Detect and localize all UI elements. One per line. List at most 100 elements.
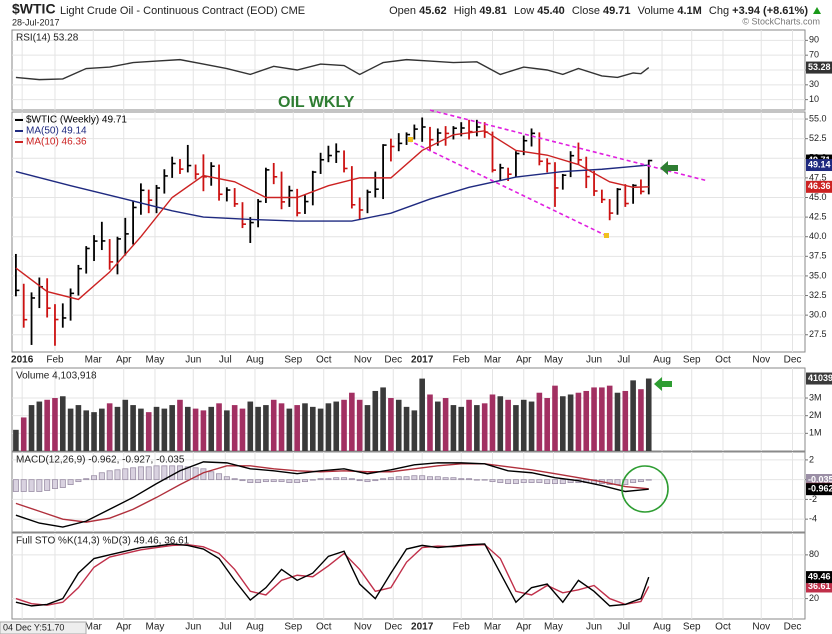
volume-bar	[583, 390, 590, 451]
x-tick-label: Jun	[586, 622, 602, 633]
y-tick-label: 37.5	[809, 251, 827, 261]
x-tick-label: Sep	[284, 355, 302, 366]
y-tick-label: 55.0	[809, 113, 827, 123]
trendline-handle	[408, 137, 413, 142]
histogram-bar	[325, 478, 332, 481]
volume-bar	[28, 405, 35, 451]
x-tick-label: Aug	[653, 355, 671, 366]
series-line	[15, 130, 649, 301]
value-tag-label: 46.36	[808, 181, 831, 191]
x-tick-label: Feb	[46, 355, 64, 366]
volume-bar	[224, 410, 230, 451]
volume-bar	[599, 387, 605, 451]
x-tick-label: Dec	[784, 355, 802, 366]
x-tick-label: Apr	[516, 622, 532, 633]
volume-bar	[575, 392, 582, 451]
panel-title: Full STO %K(14,3) %D(3) 49.46, 36.61	[16, 536, 190, 547]
volume-bar	[349, 392, 355, 451]
volume-bar	[614, 392, 621, 451]
volume-bar	[177, 399, 183, 451]
x-tick-label: May	[146, 622, 165, 633]
volume-bar	[302, 403, 308, 451]
panel-title: RSI(14) 53.28	[16, 33, 79, 44]
volume-bar	[466, 399, 472, 451]
histogram-bar	[83, 478, 90, 481]
legend-entry: $WTIC (Weekly) 49.71	[26, 115, 127, 126]
histogram-bar	[44, 479, 51, 491]
histogram-bar	[91, 475, 98, 481]
value-tag	[806, 180, 832, 193]
up-indicator	[813, 7, 821, 14]
x-tick-label: 2016	[11, 355, 34, 366]
legend-entry: MA(10) 46.36	[26, 137, 87, 148]
volume-bar	[270, 399, 277, 451]
x-tick-label: Feb	[453, 622, 471, 633]
volume-bar	[606, 385, 613, 451]
histogram-bar	[497, 479, 504, 484]
value-tag-label: -0.962	[808, 484, 832, 494]
histogram-bar	[67, 479, 74, 485]
volume-bar	[560, 396, 566, 451]
volume-bar	[161, 408, 168, 451]
volume-bar	[192, 408, 199, 451]
histogram-bar	[520, 479, 527, 484]
histogram-bar	[262, 479, 269, 483]
histogram-bar	[372, 479, 379, 482]
x-tick-label: Nov	[752, 355, 770, 366]
histogram-bar	[169, 465, 176, 481]
histogram-bar	[231, 478, 238, 481]
volume-bar	[99, 408, 105, 451]
volume-bar	[239, 408, 246, 451]
x-tick-label: Mar	[484, 622, 502, 633]
volume-bar	[309, 406, 316, 451]
volume-bar	[630, 380, 636, 451]
value-tag-label: 4103918	[808, 373, 832, 383]
volume-bar	[638, 389, 644, 451]
histogram-bar	[395, 476, 402, 481]
x-tick-label: Aug	[246, 622, 264, 633]
volume-bar	[286, 408, 293, 451]
quote-label: Open	[389, 5, 416, 17]
histogram-bar	[122, 468, 129, 481]
date: 28-Jul-2017	[12, 17, 60, 27]
x-tick-label: Nov	[752, 622, 770, 633]
volume-bar	[83, 410, 90, 451]
histogram-bar	[137, 466, 144, 481]
histogram-bar	[364, 479, 371, 483]
panel-title: MACD(12,26,9) -0.962, -0.927, -0.035	[16, 455, 185, 466]
x-tick-label: Jun	[185, 355, 201, 366]
histogram-bar	[645, 479, 652, 481]
series-line	[15, 461, 649, 528]
series-line	[15, 164, 649, 222]
x-tick-label: Aug	[246, 355, 264, 366]
x-tick-label: Aug	[653, 622, 671, 633]
value-tag	[806, 571, 832, 584]
volume-bar	[106, 403, 113, 451]
value-tag	[806, 61, 832, 74]
volume-bar	[91, 412, 97, 451]
volume-bar	[52, 398, 58, 451]
quote: Open 45.62 High 49.81 Low 45.40 Close 49…	[389, 5, 808, 17]
volume-bar	[36, 401, 43, 451]
trendline-handle	[604, 233, 609, 238]
histogram-bar	[28, 479, 35, 492]
x-tick-label: Dec	[384, 622, 402, 633]
volume-bar	[341, 399, 347, 451]
volume-bar	[317, 408, 324, 451]
histogram-bar	[512, 479, 519, 485]
x-tick-label: Jul	[617, 622, 630, 633]
volume-bar	[489, 394, 496, 451]
x-tick-label: Jul	[219, 355, 232, 366]
volume-bar	[380, 387, 386, 451]
x-tick-label: Sep	[683, 622, 701, 633]
x-tick-label: Jul	[219, 622, 232, 633]
histogram-bar	[176, 465, 183, 481]
volume-bar	[278, 403, 285, 451]
histogram-bar	[75, 479, 82, 483]
histogram-bar	[20, 479, 27, 492]
series-line	[15, 543, 650, 607]
x-tick-label: Mar	[85, 622, 103, 633]
y-tick-label: 30.0	[809, 310, 827, 320]
